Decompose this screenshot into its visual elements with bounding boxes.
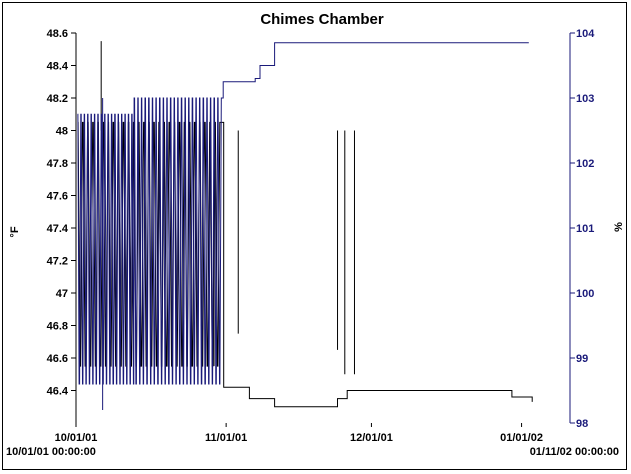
series-line-right (77, 42, 529, 385)
y-left-tick-label: 46.4 (47, 386, 69, 398)
y-right-tick-label: 104 (576, 28, 595, 40)
y-left-tick-label: 47 (56, 288, 68, 300)
chart-frame (2, 2, 627, 470)
y-right-tick-label: 100 (576, 288, 594, 300)
y-left-tick-label: 46.6 (47, 353, 68, 365)
x-tick-label: 12/01/01 (350, 432, 393, 444)
x-start-label: 10/01/01 00:00:00 (6, 446, 96, 458)
x-tick-label: 11/01/01 (205, 432, 247, 444)
y-right-tick-label: 102 (576, 158, 594, 170)
y-left-tick-label: 47.2 (47, 256, 68, 268)
y-right-tick-label: 103 (576, 93, 594, 105)
y-left-tick-label: 46.8 (47, 321, 68, 333)
y-right-tick-label: 99 (576, 353, 588, 365)
y-left-tick-label: 48.2 (47, 93, 68, 105)
x-end-label: 01/11/02 00:00:00 (530, 446, 619, 458)
y-right-tick-label: 98 (576, 418, 588, 430)
y-left-tick-label: 48.4 (47, 61, 69, 73)
x-tick-label: 01/01/02 (500, 432, 543, 444)
plot-layer: 46.4 46.6 46.8 47 47.2 47.4 47.6 47.8 48 48.2 48.4… (47, 28, 596, 444)
y-right-tick-label: 101 (576, 223, 594, 235)
y-left-tick-label: 48.6 (47, 28, 68, 40)
y-left-tick-label: 47.6 (47, 191, 68, 203)
y-left-tick-label: 47.4 (47, 223, 69, 235)
chart-title: Chimes Chamber (260, 11, 384, 28)
y-left-tick-label: 48 (56, 126, 68, 138)
x-tick-label: 10/01/01 (55, 432, 98, 444)
y-axis-right-label: % (613, 222, 625, 232)
y-left-tick-label: 47.8 (47, 158, 68, 170)
y-axis-left-label: °F (9, 226, 21, 237)
